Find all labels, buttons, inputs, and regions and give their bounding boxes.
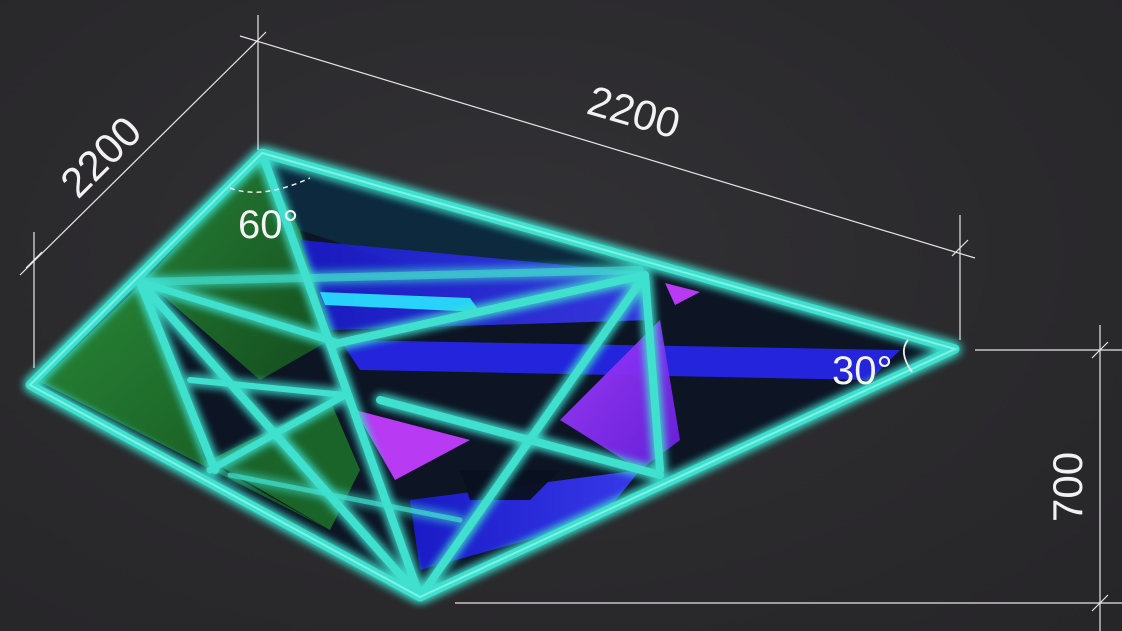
dimension-lines bbox=[19, 15, 1122, 631]
angle-label-60: 60° bbox=[238, 203, 299, 247]
angle-arc-60-icon bbox=[229, 177, 311, 193]
panel-green-mid bbox=[210, 400, 360, 530]
panel-magenta-center bbox=[355, 410, 470, 480]
angle-label-30: 30° bbox=[832, 349, 893, 393]
angle-arc-30-icon bbox=[902, 339, 913, 373]
panel-dark-lower bbox=[460, 470, 560, 500]
dimension-height-700: 700 bbox=[1044, 452, 1091, 522]
panel-blue-lower bbox=[410, 470, 640, 570]
panel-cyan-strip bbox=[320, 292, 480, 312]
panel-dark-top bbox=[262, 160, 640, 270]
panel-magenta-top bbox=[665, 283, 700, 305]
dimension-left-2200: 2200 bbox=[51, 107, 150, 206]
dimension-top-2200: 2200 bbox=[583, 76, 686, 147]
frame-highlight bbox=[28, 151, 958, 599]
